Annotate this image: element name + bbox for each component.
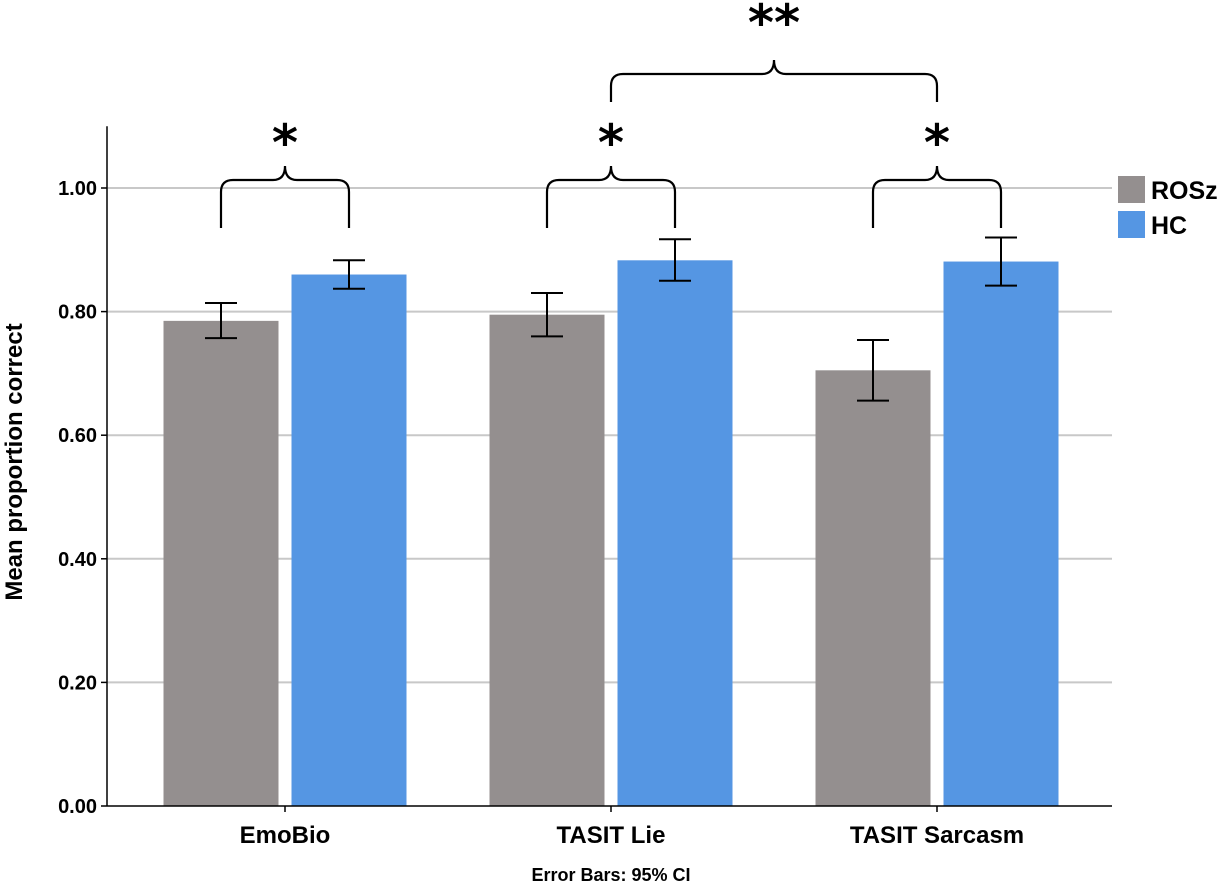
bar xyxy=(815,370,931,806)
legend: ROSz HC xyxy=(1118,176,1218,240)
significance-marker: * xyxy=(924,114,950,172)
y-tick-label: 0.00 xyxy=(58,796,97,818)
bars xyxy=(163,260,1059,806)
bar xyxy=(617,260,733,806)
legend-label: HC xyxy=(1151,212,1187,240)
significance-marker-across: ** xyxy=(748,0,800,52)
y-axis-title: Mean proportion correct xyxy=(1,323,28,600)
axes: 0.00 0.20 0.40 0.60 0.80 1.00 EmoBio TASIT Lie T… xyxy=(58,126,1112,849)
bar xyxy=(943,261,1059,806)
y-tick-label: 1.00 xyxy=(58,178,97,200)
legend-swatch xyxy=(1118,176,1145,203)
legend-swatch xyxy=(1118,211,1145,238)
significance-brace xyxy=(871,165,1003,228)
y-tick-label: 0.40 xyxy=(58,549,97,571)
significance-brace-across xyxy=(609,59,939,102)
bar xyxy=(163,320,279,806)
x-tick-label: TASIT Sarcasm xyxy=(850,822,1024,849)
y-tick-label: 0.20 xyxy=(58,672,97,694)
bar xyxy=(489,314,605,806)
y-tick-label: 0.80 xyxy=(58,302,97,324)
significance-brace xyxy=(545,165,677,228)
error-bars-footnote: Error Bars: 95% CI xyxy=(531,865,690,885)
error-bars xyxy=(205,236,1017,402)
x-tick-label: TASIT Lie xyxy=(557,822,666,849)
significance-brace xyxy=(219,165,351,228)
bar xyxy=(291,274,407,806)
x-tick-label: EmoBio xyxy=(240,822,331,849)
significance-annotations: * * *** xyxy=(219,0,1003,228)
legend-label: ROSz xyxy=(1151,177,1218,205)
significance-marker: * xyxy=(598,114,624,172)
y-tick-label: 0.60 xyxy=(58,425,97,447)
significance-marker: * xyxy=(272,114,298,172)
